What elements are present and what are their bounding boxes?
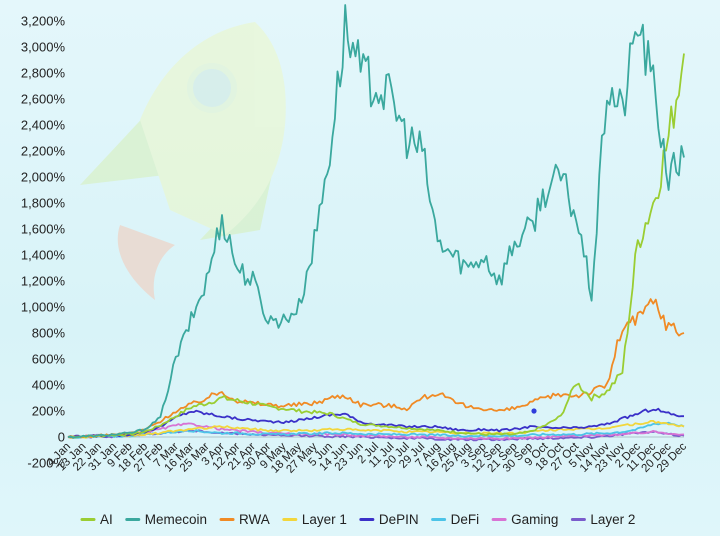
y-tick-label: -200% [27, 456, 65, 471]
y-tick-label: 2,400% [21, 118, 66, 133]
marker-point [531, 408, 537, 414]
legend-label: Memecoin [145, 512, 207, 527]
legend-item-layer-1: Layer 1 [282, 512, 347, 527]
legend-label: DeFi [451, 512, 480, 527]
legend-item-ai: AI [80, 512, 113, 527]
rocket-body-icon [140, 22, 286, 235]
rocket-flame-icon [117, 225, 175, 300]
series-line-ai [67, 53, 685, 439]
legend-item-memecoin: Memecoin [125, 512, 207, 527]
y-tick-label: 2,800% [21, 66, 66, 81]
series-layer [67, 4, 685, 442]
legend-item-depin: DePIN [359, 512, 419, 527]
series-line-rwa [67, 298, 685, 439]
y-tick-label: 200% [32, 404, 66, 419]
legend-item-layer-2: Layer 2 [570, 512, 635, 527]
legend-item-rwa: RWA [219, 512, 270, 527]
legend-label: DePIN [379, 512, 419, 527]
legend-item-gaming: Gaming [491, 512, 558, 527]
y-tick-label: 2,600% [21, 92, 66, 107]
y-tick-label: 1,200% [21, 274, 66, 289]
y-tick-label: 1,000% [21, 300, 66, 315]
legend-label: Layer 2 [590, 512, 635, 527]
series-line-defi [67, 421, 685, 439]
y-tick-label: 800% [32, 326, 66, 341]
y-tick-label: 400% [32, 378, 66, 393]
y-tick-label: 3,000% [21, 40, 66, 55]
y-axis: -200% 0 200% 400% 600% 800% 1,000% 1,200% 1,400%… [21, 14, 684, 471]
y-tick-label: 1,600% [21, 222, 66, 237]
y-tick-label: 0 [58, 430, 65, 445]
y-tick-label: 1,800% [21, 196, 66, 211]
legend-label: Layer 1 [302, 512, 347, 527]
rocket-window-icon [187, 63, 237, 113]
legend-item-defi: DeFi [431, 512, 480, 527]
legend: AI Memecoin RWA Layer 1 DePIN DeFi Gaming Layer… [80, 512, 635, 527]
y-tick-label: 2,200% [21, 144, 66, 159]
y-tick-label: 1,400% [21, 248, 66, 263]
legend-label: Gaming [511, 512, 558, 527]
y-tick-label: 3,200% [21, 14, 66, 29]
legend-label: AI [100, 512, 113, 527]
rocket-illustration [80, 22, 286, 300]
legend-label: RWA [239, 512, 270, 527]
series-line-memecoin [67, 4, 685, 439]
y-tick-label: 600% [32, 352, 66, 367]
y-tick-label: 2,000% [21, 170, 66, 185]
